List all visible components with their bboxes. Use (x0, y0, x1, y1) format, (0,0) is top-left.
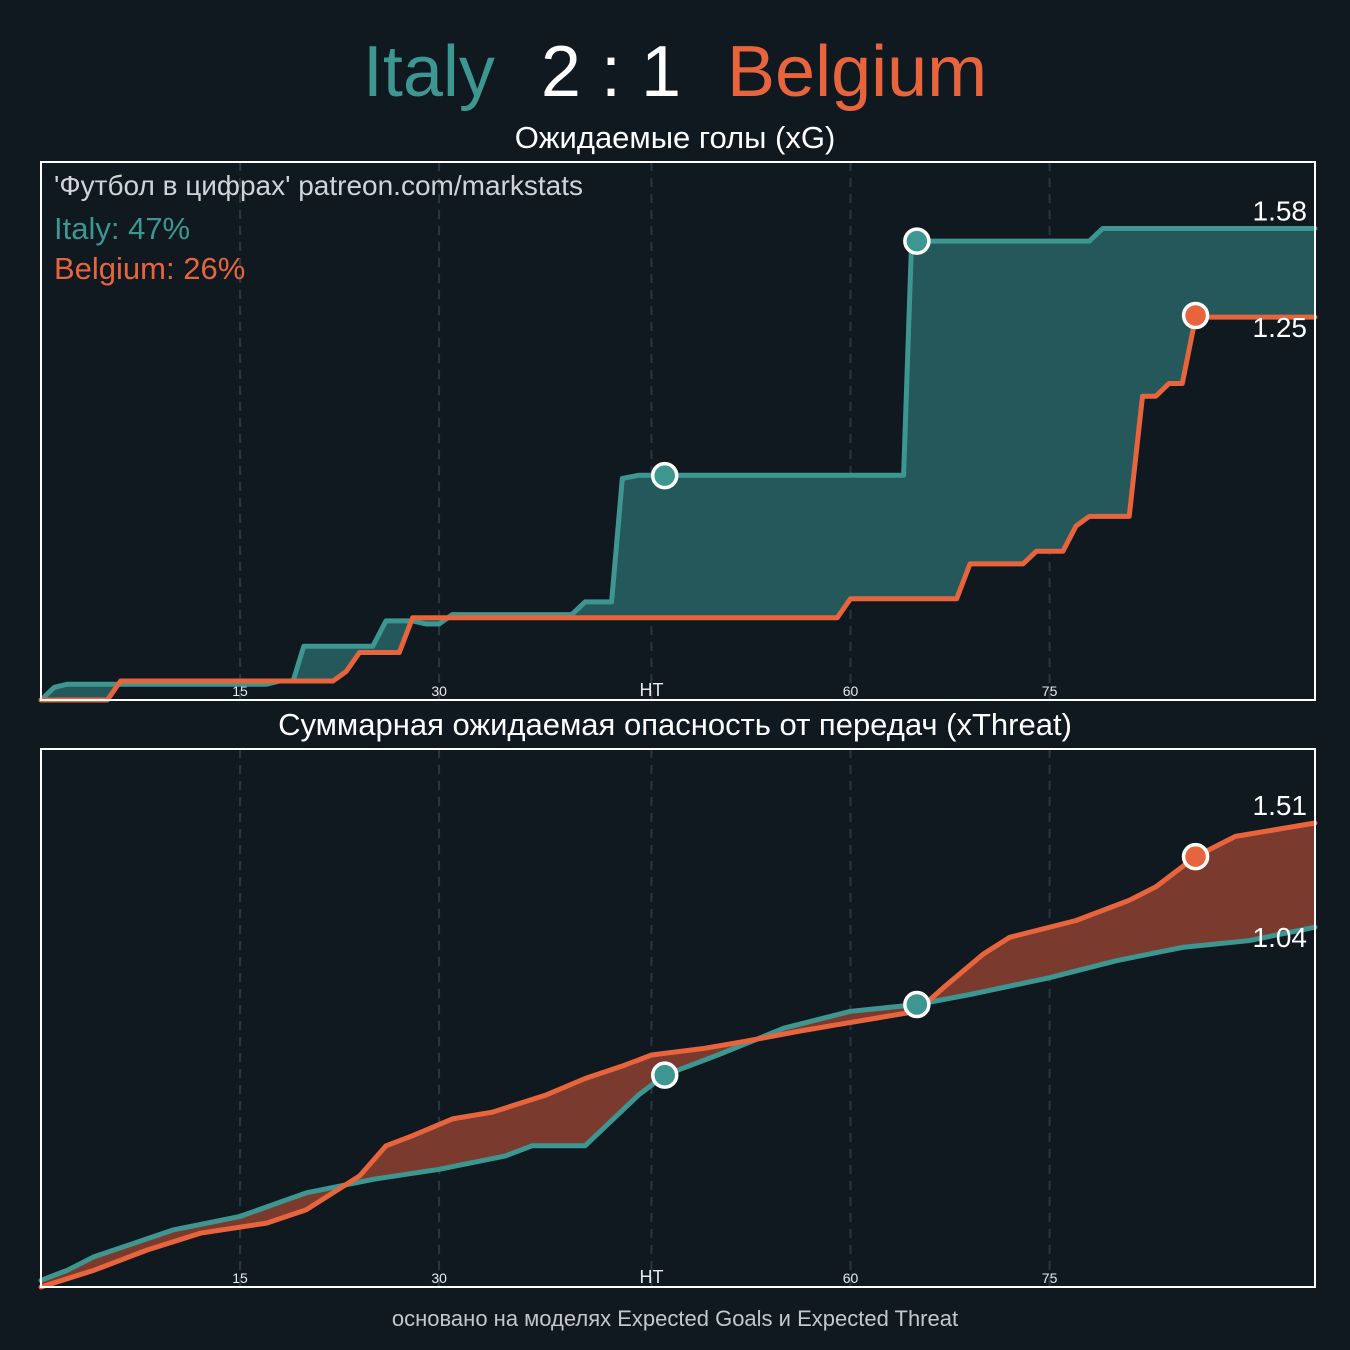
source-credit: 'Футбол в цифрах' patreon.com/markstats (54, 170, 583, 201)
xg-chart-frame (40, 161, 1316, 701)
match-title: Italy 2 : 1 Belgium (0, 22, 1350, 122)
xg-final-value-italy: 1.58 (1253, 195, 1308, 226)
xg-goal-marker-belgium (1181, 301, 1210, 330)
xg-goal-marker-italy (650, 461, 679, 490)
xg-goal-marker-italy (903, 227, 931, 255)
xg-tick-label: 15 (232, 683, 248, 699)
away-win-probability: Belgium: 26% (54, 251, 246, 286)
xthreat-final-value-belgium: 1.51 (1253, 790, 1308, 821)
xthreat-goal-marker-belgium (1181, 842, 1210, 871)
xthreat-chart-title: Суммарная ожидаемая опасность от передач… (278, 707, 1072, 742)
xg-final-value-belgium: 1.25 (1253, 312, 1308, 343)
xthreat-gap-area (41, 823, 1315, 1287)
xg-tick-label: HT (639, 680, 663, 700)
xthreat-line-belgium (38, 820, 1318, 1290)
xthreat-goal-marker-italy (650, 1061, 679, 1089)
xthreat-tick-label: 75 (1042, 1270, 1058, 1286)
xg-line-belgium (38, 314, 1318, 703)
xthreat-tick-label: 15 (232, 1270, 248, 1286)
xg-gap-area (41, 228, 1315, 700)
xg-tick-label: 30 (431, 683, 447, 699)
xthreat-final-value-italy: 1.04 (1253, 922, 1308, 953)
xg-tick-label: 60 (843, 683, 859, 699)
footer-note: основано на моделях Expected Goals и Exp… (391, 1306, 959, 1331)
away-team-name: Belgium (727, 32, 988, 112)
xthreat-line-italy (38, 924, 1318, 1283)
xthreat-chart-frame (40, 748, 1316, 1288)
xg-tick-label: 75 (1042, 683, 1058, 699)
xg-chart-title: Ожидаемые голы (xG) (514, 120, 836, 155)
match-score: 2 : 1 (540, 32, 682, 112)
xthreat-tick-label: 30 (431, 1270, 447, 1286)
xthreat-tick-label: HT (639, 1267, 663, 1287)
home-win-probability: Italy: 47% (54, 211, 191, 246)
xthreat-goal-marker-italy (903, 990, 931, 1019)
home-team-name: Italy (362, 32, 495, 112)
xthreat-tick-label: 60 (843, 1270, 859, 1286)
